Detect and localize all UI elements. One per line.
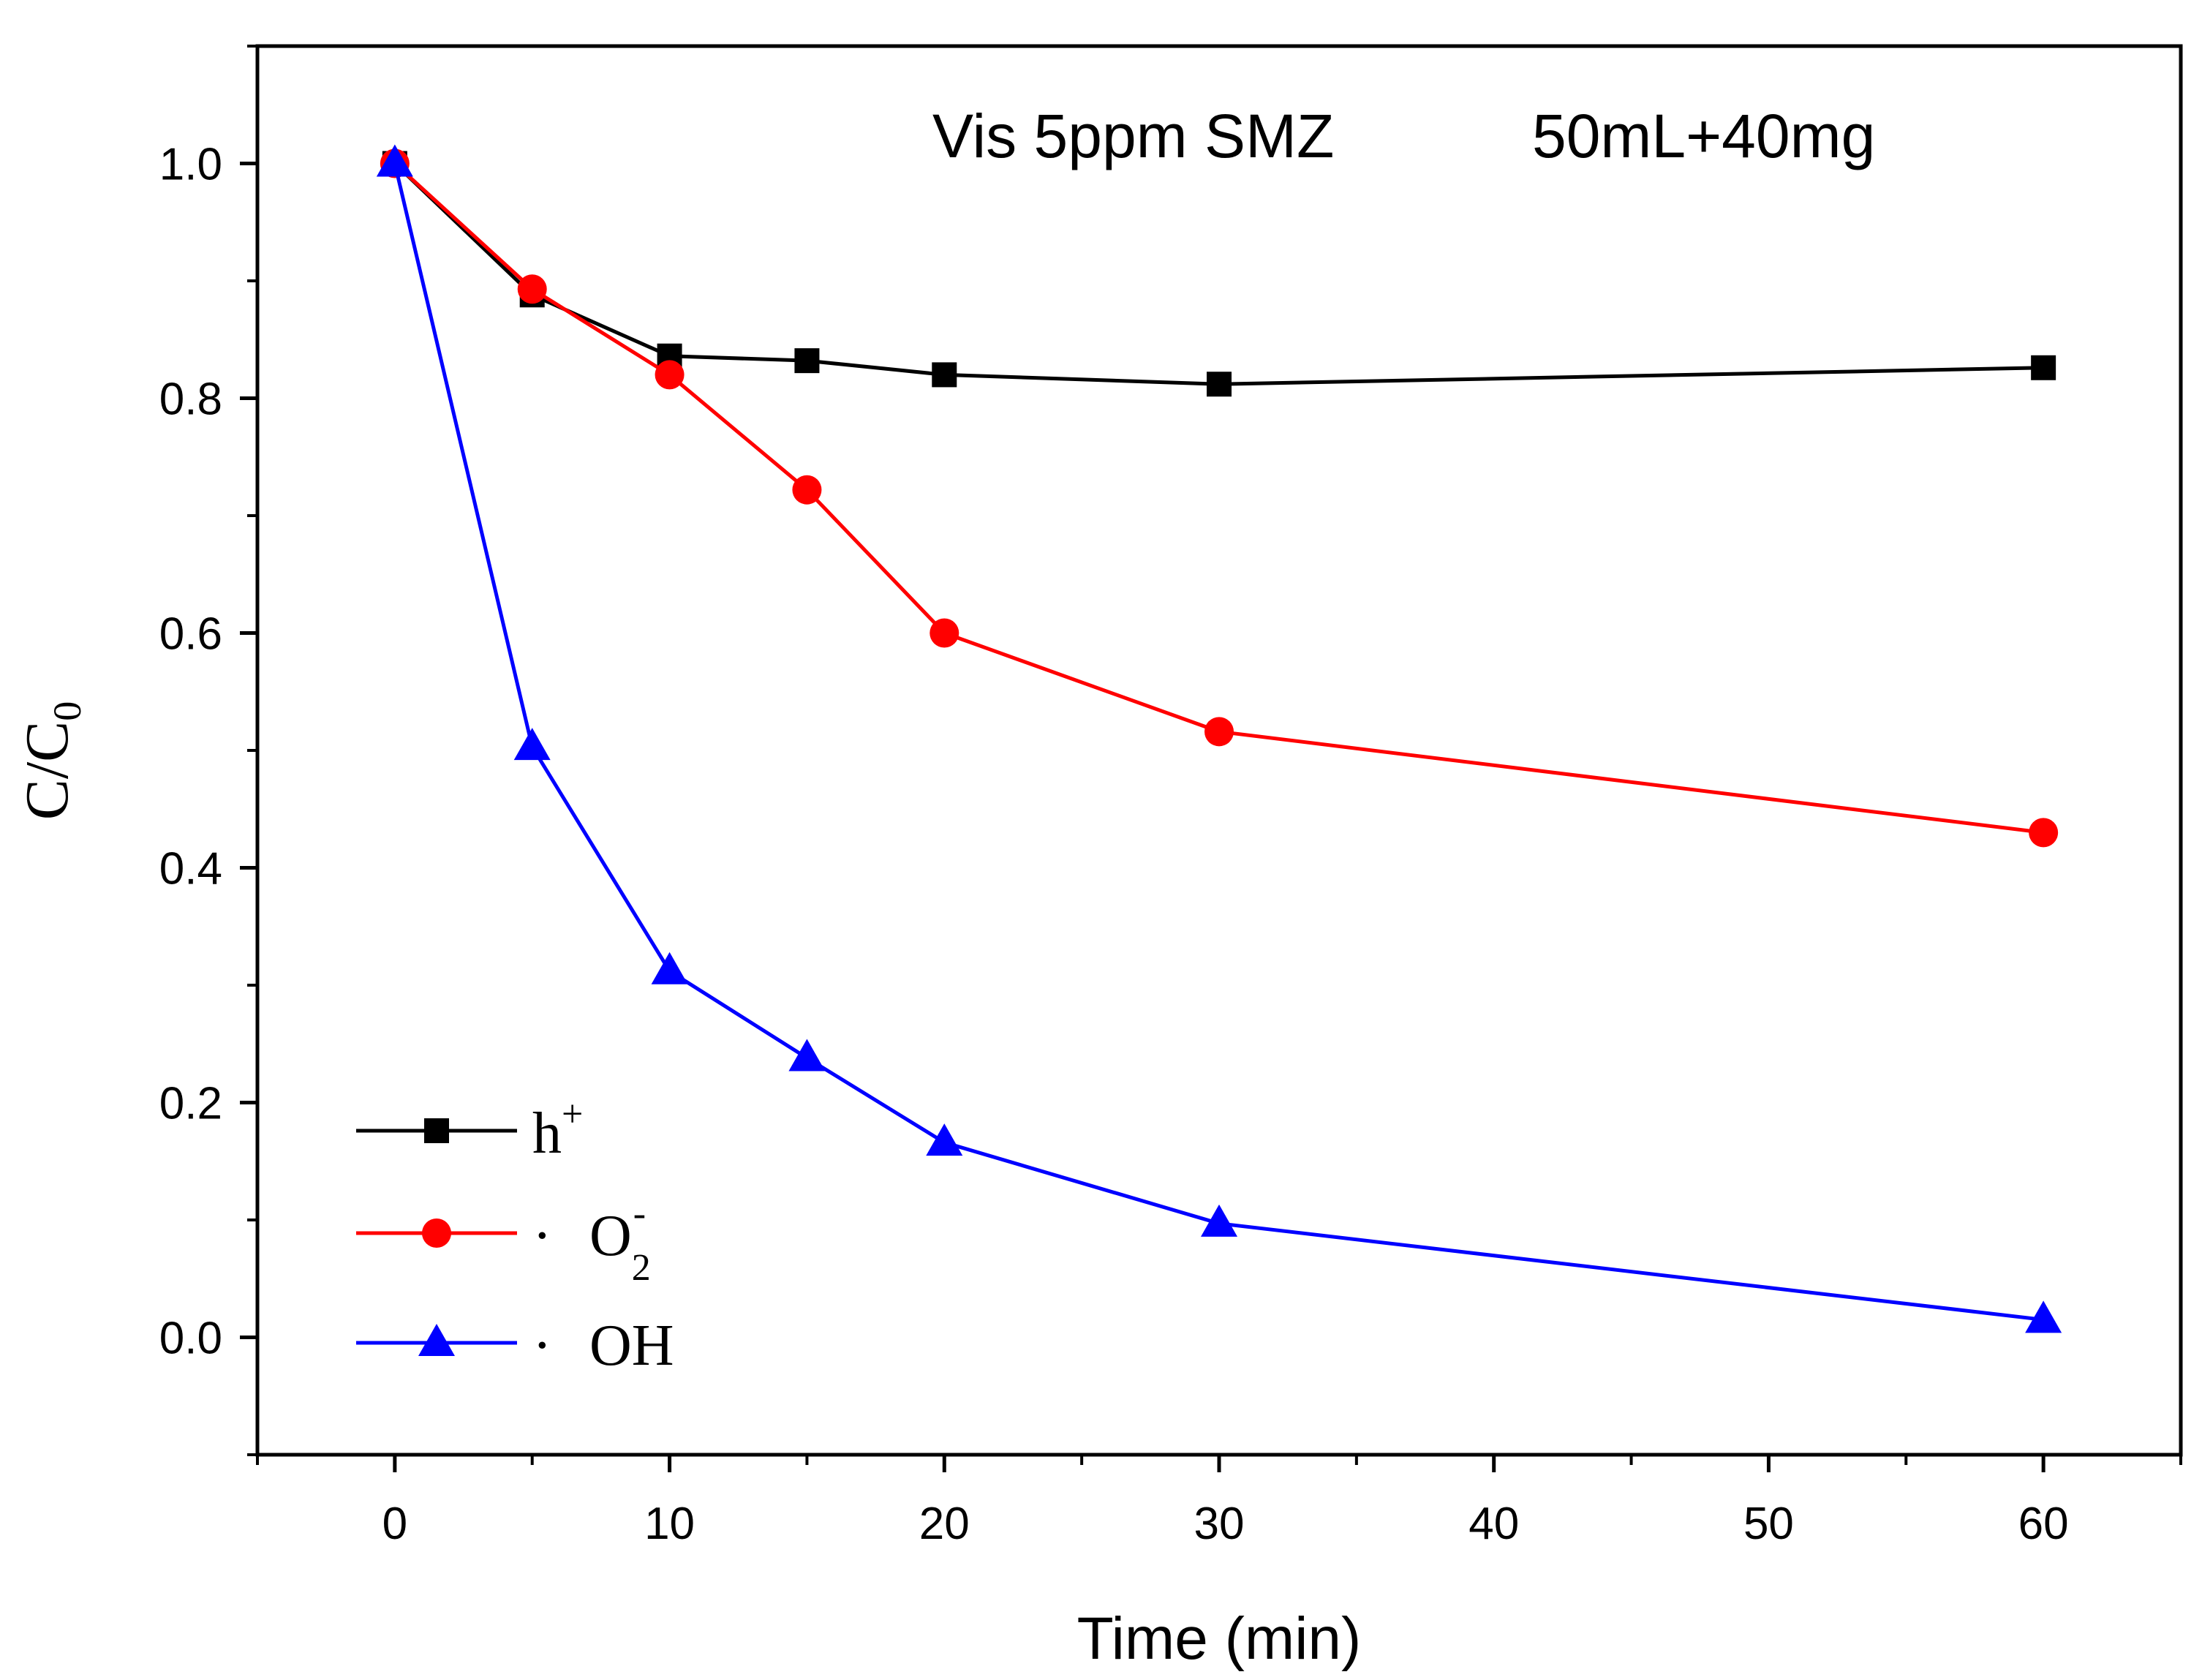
series-superoxide: [380, 148, 2059, 848]
x-tick-label: 50: [1743, 1499, 1794, 1549]
legend-marker-hydroxyl: [418, 1324, 455, 1356]
x-tick-label: 30: [1194, 1499, 1245, 1549]
legend-item-h-plus: h+: [356, 1093, 583, 1166]
y-tick-label: 0.2: [159, 1079, 222, 1129]
y-tick-label: 0.8: [159, 374, 222, 425]
data-point-superoxide: [517, 274, 547, 304]
legend-dot: ·: [532, 1314, 552, 1378]
data-point-h-plus: [2031, 355, 2056, 380]
y-tick-label: 0.6: [159, 609, 222, 660]
annotation-condition: Vis 5ppm SMZ: [932, 102, 1334, 170]
x-axis-title: Time (min): [1077, 1605, 1362, 1672]
data-point-hydroxyl: [1201, 1204, 1237, 1237]
y-tick-label: 0.4: [159, 844, 222, 894]
x-tick-label: 40: [1468, 1499, 1519, 1549]
data-point-hydroxyl: [651, 952, 688, 984]
y-axis-title: C/C0: [13, 701, 89, 820]
y-axis-title-subscript: 0: [45, 701, 89, 721]
legend-superscript: -: [633, 1193, 646, 1235]
data-point-hydroxyl: [376, 144, 413, 177]
annotation-dosage: 50mL+40mg: [1532, 102, 1875, 170]
data-point-superoxide: [1204, 717, 1234, 747]
data-point-hydroxyl: [2025, 1300, 2062, 1333]
axis-ticks: 0 10 20 30 40 50 60 0.0 0.2 0.4 0.6 0.8 1.0: [159, 45, 2182, 1549]
legend-marker-superoxide: [422, 1218, 451, 1248]
legend: h+ · O2 - · OH: [356, 1093, 674, 1378]
data-point-superoxide: [655, 360, 685, 390]
data-point-superoxide: [2029, 818, 2059, 848]
series-hydroxyl: [376, 144, 2062, 1333]
legend-item-superoxide: · O2 -: [356, 1193, 651, 1289]
legend-label-hydroxyl: · OH: [532, 1314, 674, 1378]
legend-item-hydroxyl: · OH: [356, 1314, 674, 1378]
legend-marker-h-plus: [424, 1118, 449, 1143]
x-tick-label: 0: [382, 1499, 407, 1549]
data-point-hydroxyl: [926, 1123, 963, 1156]
data-point-superoxide: [930, 618, 959, 648]
series-line-h-plus: [393, 162, 2044, 386]
data-point-h-plus: [1207, 372, 1232, 397]
data-point-superoxide: [792, 475, 822, 505]
series-h-plus: [382, 151, 2056, 397]
legend-label-superoxide: · O2 -: [532, 1193, 651, 1289]
legend-label-h-plus: h+: [532, 1093, 583, 1166]
x-tick-label: 10: [644, 1499, 695, 1549]
y-tick-label: 1.0: [159, 140, 222, 190]
x-tick-label: 20: [919, 1499, 970, 1549]
legend-base: O: [589, 1204, 632, 1268]
data-point-h-plus: [794, 348, 820, 374]
series-layer: [376, 144, 2062, 1333]
legend-superscript: +: [562, 1093, 583, 1135]
legend-subscript: 2: [632, 1247, 651, 1289]
data-point-h-plus: [932, 362, 957, 388]
data-point-hydroxyl: [513, 728, 551, 761]
legend-dot: ·: [532, 1204, 552, 1268]
data-point-hydroxyl: [788, 1039, 826, 1071]
x-tick-label: 60: [2018, 1499, 2069, 1549]
legend-base: OH: [589, 1314, 674, 1378]
y-tick-label: 0.0: [159, 1314, 222, 1364]
legend-base: h: [532, 1101, 562, 1166]
y-axis-title-base: C/C: [13, 721, 81, 820]
